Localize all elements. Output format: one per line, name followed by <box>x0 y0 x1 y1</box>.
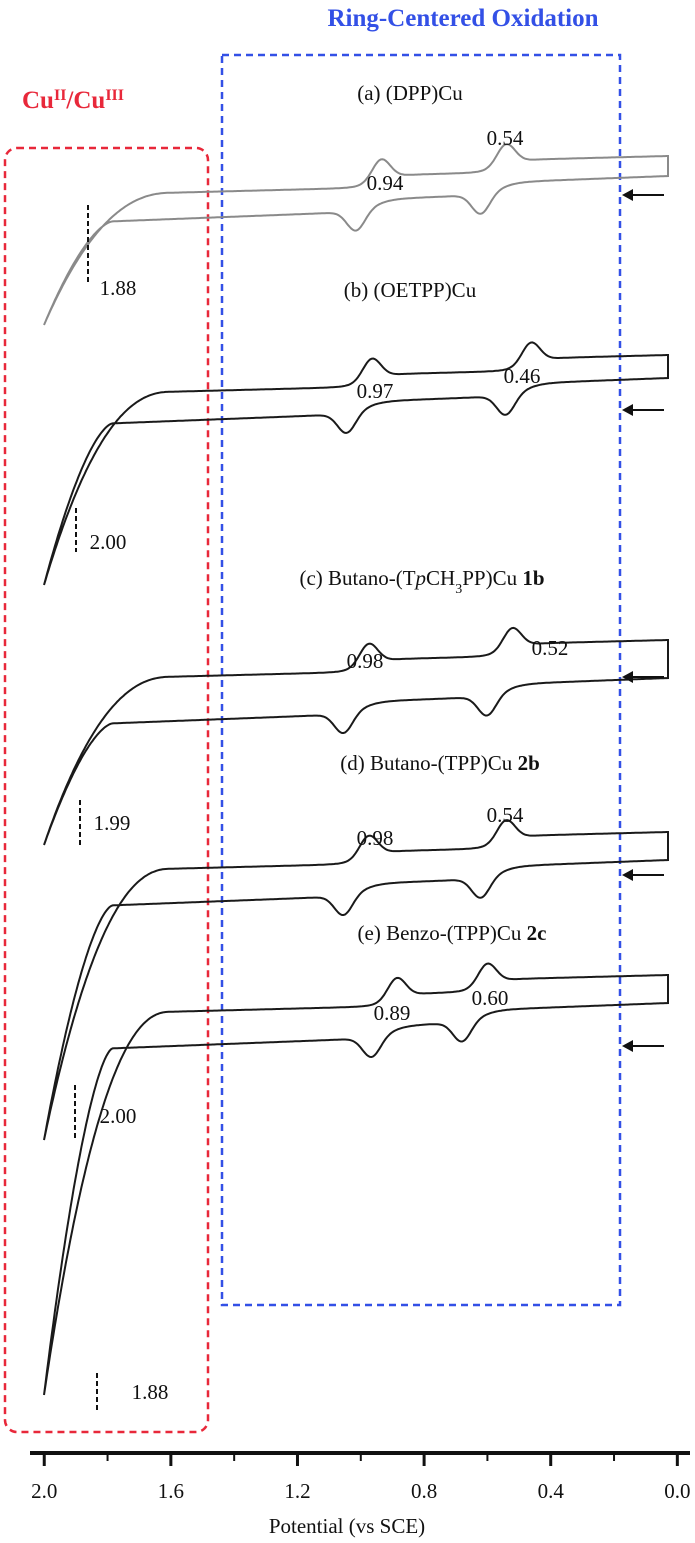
cv-trace <box>43 626 669 846</box>
x-axis-label: Potential (vs SCE) <box>269 1514 425 1538</box>
text-segment: 3 <box>455 582 462 597</box>
text-segment: II <box>54 87 66 104</box>
panel-title: (c) Butano-(TpCH3PP)Cu 1b <box>299 566 544 597</box>
scan-arrow-head <box>622 189 633 201</box>
panel-title: (d) Butano-(TPP)Cu 2b <box>340 751 540 775</box>
text-segment: (a) (DPP)Cu <box>357 81 463 105</box>
peak-label: 0.46 <box>504 364 541 388</box>
text-segment: CH <box>426 566 455 590</box>
scan-arrow-head <box>622 869 633 881</box>
panel-title: (e) Benzo-(TPP)Cu 2c <box>358 921 547 945</box>
peak-label: 0.94 <box>367 171 404 195</box>
x-tick-label: 1.6 <box>158 1479 184 1503</box>
text-segment: /Cu <box>65 87 105 114</box>
panel-title: (b) (OETPP)Cu <box>344 278 477 302</box>
peak-label: 0.60 <box>472 986 509 1010</box>
scan-arrow-head <box>622 404 633 416</box>
text-segment: p <box>414 566 427 590</box>
metal-region-box <box>3 146 210 1434</box>
onset-label: 2.00 <box>100 1104 137 1128</box>
onset-label: 1.88 <box>132 1380 169 1404</box>
peak-label: 0.98 <box>357 826 394 850</box>
text-segment: 2b <box>518 751 540 775</box>
scan-arrow-head <box>622 1040 633 1052</box>
x-tick-label: 0.8 <box>411 1479 437 1503</box>
panel-title: (a) (DPP)Cu <box>357 81 463 105</box>
x-tick-label: 1.2 <box>284 1479 310 1503</box>
peak-label: 0.89 <box>374 1001 411 1025</box>
text-segment: (b) (OETPP)Cu <box>344 278 477 302</box>
cv-trace <box>43 819 669 1141</box>
peak-label: 0.54 <box>487 803 524 827</box>
onset-label: 2.00 <box>90 530 127 554</box>
cv-trace <box>43 962 669 1396</box>
x-tick-label: 2.0 <box>31 1479 57 1503</box>
text-segment: Cu <box>22 87 54 114</box>
text-segment: PP)Cu <box>462 566 522 590</box>
peak-label: 0.54 <box>487 126 524 150</box>
cv-trace <box>43 341 669 586</box>
metal-label: CuII/CuIII <box>22 87 124 115</box>
scan-arrow-head <box>622 671 633 683</box>
peak-label: 0.52 <box>532 636 569 660</box>
text-segment: (d) Butano-(TPP)Cu <box>340 751 517 775</box>
peak-label: 0.98 <box>347 649 384 673</box>
onset-label: 1.99 <box>94 811 131 835</box>
text-segment: 1b <box>522 566 544 590</box>
text-segment: (e) Benzo-(TPP)Cu <box>358 921 527 945</box>
text-segment: 2c <box>527 921 547 945</box>
ring-label: Ring-Centered Oxidation <box>327 5 598 32</box>
x-tick-label: 0.4 <box>538 1479 565 1503</box>
peak-label: 0.97 <box>357 379 394 403</box>
x-tick-label: 0.0 <box>664 1479 690 1503</box>
cv-trace <box>43 143 669 326</box>
text-segment: III <box>105 87 124 104</box>
text-segment: (c) Butano-(T <box>299 566 415 590</box>
ring-region-box <box>220 53 622 1307</box>
onset-label: 1.88 <box>100 276 137 300</box>
